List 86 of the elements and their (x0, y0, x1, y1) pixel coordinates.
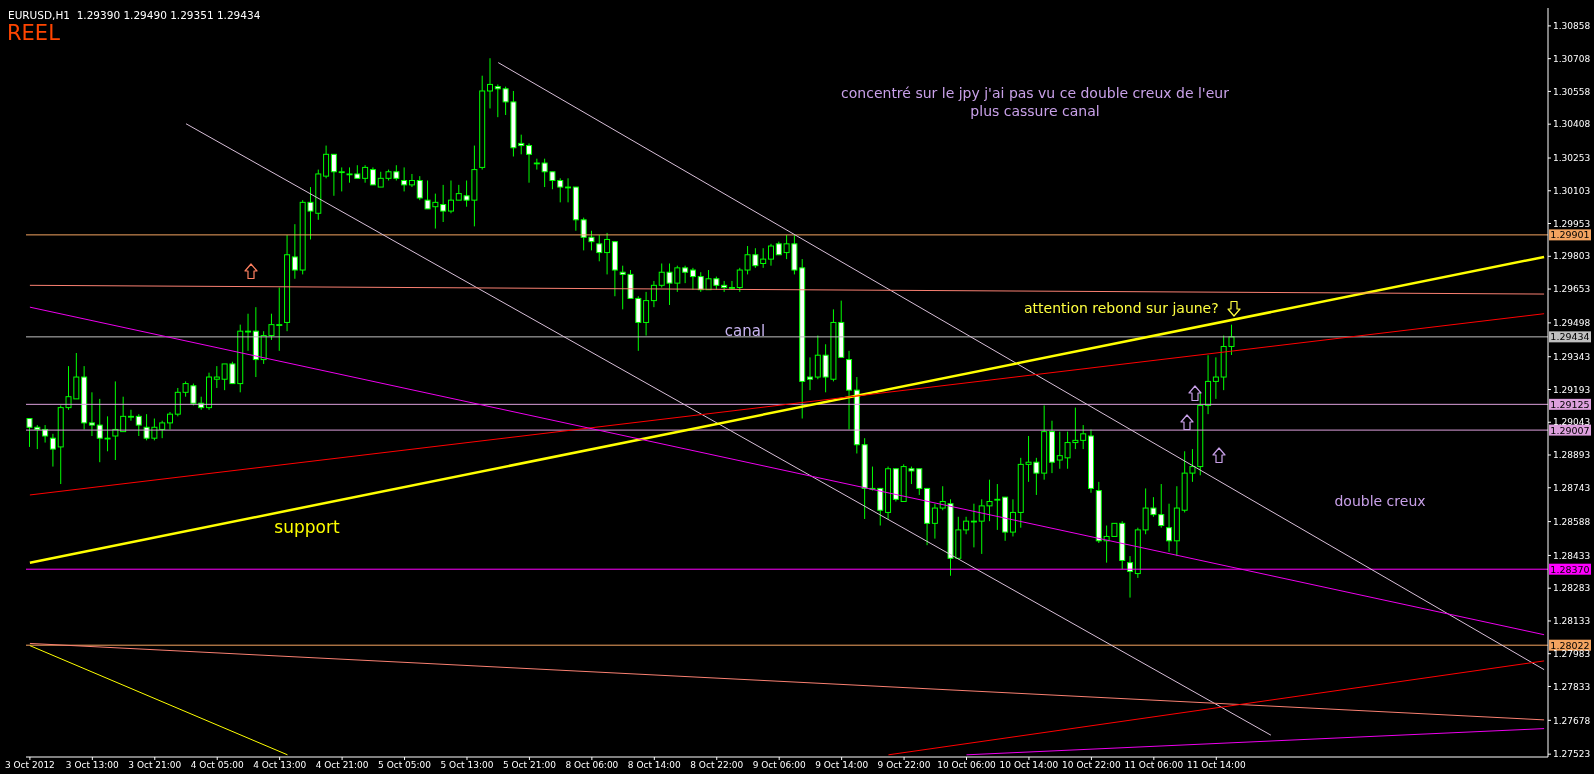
ref-line-label: 1.29434 (1550, 331, 1590, 343)
annotation: double creux (1333, 492, 1427, 510)
y-tick-label: 1.30558 (1553, 86, 1591, 97)
x-tick-label: 11 Oct 14:00 (1186, 760, 1246, 771)
x-tick-label: 8 Oct 14:00 (627, 760, 682, 771)
candlestick (1009, 498, 1016, 537)
x-tick-label: 4 Oct 05:00 (190, 760, 244, 771)
candlestick (338, 166, 345, 192)
candlestick (604, 232, 611, 275)
annotation: support (273, 517, 341, 537)
annotation: canal (723, 322, 767, 340)
x-tick-label: 8 Oct 22:00 (690, 760, 744, 771)
candlestick (245, 313, 252, 352)
y-tick-label: 1.30858 (1553, 21, 1591, 32)
candlestick (1166, 503, 1173, 553)
candlestick (689, 267, 696, 291)
x-tick-label: 3 Oct 2012 (4, 760, 55, 771)
y-tick-label: 1.29953 (1553, 218, 1591, 229)
y-tick-label: 1.29193 (1553, 384, 1591, 395)
candlestick (135, 413, 142, 437)
y-tick-label: 1.30103 (1553, 185, 1591, 196)
candlestick (291, 223, 298, 280)
candlestick (1212, 356, 1219, 400)
x-tick-label: 9 Oct 06:00 (752, 760, 806, 771)
y-tick-label: 1.28743 (1553, 482, 1591, 493)
candlestick (447, 180, 454, 214)
annotation: concentré sur le jpy j'ai pas vu ce double creux de l'eur plus cassure canal (840, 84, 1230, 120)
y-tick-label: 1.30253 (1553, 153, 1591, 164)
candlestick (565, 177, 572, 203)
x-tick-label: 9 Oct 22:00 (877, 760, 931, 771)
x-tick-label: 10 Oct 14:00 (999, 760, 1059, 771)
ref-line-label: 1.29007 (1550, 424, 1590, 436)
x-tick-label: 5 Oct 05:00 (378, 760, 432, 771)
text: REEL (7, 21, 60, 45)
candlestick (807, 356, 814, 391)
candlestick (767, 243, 774, 267)
candlestick (596, 234, 603, 262)
candlestick (728, 280, 735, 291)
y-tick-label: 1.27983 (1553, 648, 1591, 659)
candlestick (88, 391, 95, 437)
x-tick-label: 5 Oct 13:00 (440, 760, 494, 771)
x-tick-label: 11 Oct 06:00 (1124, 760, 1184, 771)
x-tick-label: 10 Oct 22:00 (1062, 760, 1122, 771)
candlestick (127, 409, 134, 422)
y-tick-label: 1.28133 (1553, 616, 1591, 627)
y-tick-label: 1.29653 (1553, 284, 1591, 295)
candlestick (330, 153, 337, 197)
y-tick-label: 1.29498 (1553, 318, 1591, 329)
ref-line-label: 1.28370 (1550, 563, 1590, 575)
candlestick (408, 173, 415, 188)
y-tick-label: 1.29343 (1553, 351, 1591, 362)
y-tick-label: 1.28433 (1553, 550, 1591, 561)
candlestick (487, 57, 493, 109)
y-tick-label: 1.28283 (1553, 583, 1591, 594)
candlestick (416, 175, 423, 201)
ref-line-label: 1.29901 (1550, 229, 1590, 241)
candlestick (49, 433, 56, 468)
candlestick (401, 166, 408, 192)
ref-line-label: 1.28022 (1550, 639, 1590, 651)
annotation: attention rebond sur jaune? (1024, 299, 1220, 317)
candlestick (931, 503, 938, 540)
candlestick (643, 291, 650, 337)
x-tick-label: 3 Oct 21:00 (128, 760, 182, 771)
y-tick-label: 1.30408 (1553, 119, 1591, 130)
y-tick-label: 1.29803 (1553, 251, 1591, 262)
candlestick (682, 265, 689, 284)
ref-line-label: 1.29125 (1550, 398, 1590, 410)
x-tick-label: 4 Oct 21:00 (315, 760, 369, 771)
candlestick (526, 142, 533, 184)
chart-title: EURUSD,H1 1.29390 1.29490 1.29351 1.29434 (8, 9, 261, 21)
x-tick-label: 3 Oct 13:00 (65, 760, 120, 771)
x-tick-label: 4 Oct 13:00 (253, 760, 307, 771)
y-tick-label: 1.30708 (1553, 53, 1591, 64)
x-tick-label: 8 Oct 06:00 (565, 760, 619, 771)
y-tick-label: 1.27523 (1553, 749, 1591, 760)
candlestick (994, 483, 1001, 531)
y-tick-label: 1.27833 (1553, 681, 1591, 692)
candlestick (323, 145, 330, 179)
x-tick-label: 10 Oct 06:00 (937, 760, 997, 771)
x-tick-label: 9 Oct 14:00 (815, 760, 869, 771)
candlestick (970, 503, 977, 548)
y-tick-label: 1.28588 (1553, 516, 1591, 527)
x-tick-label: 5 Oct 21:00 (502, 760, 557, 771)
candlestick (1127, 555, 1134, 599)
y-tick-label: 1.28893 (1553, 450, 1591, 461)
y-tick-label: 1.27678 (1553, 715, 1591, 726)
